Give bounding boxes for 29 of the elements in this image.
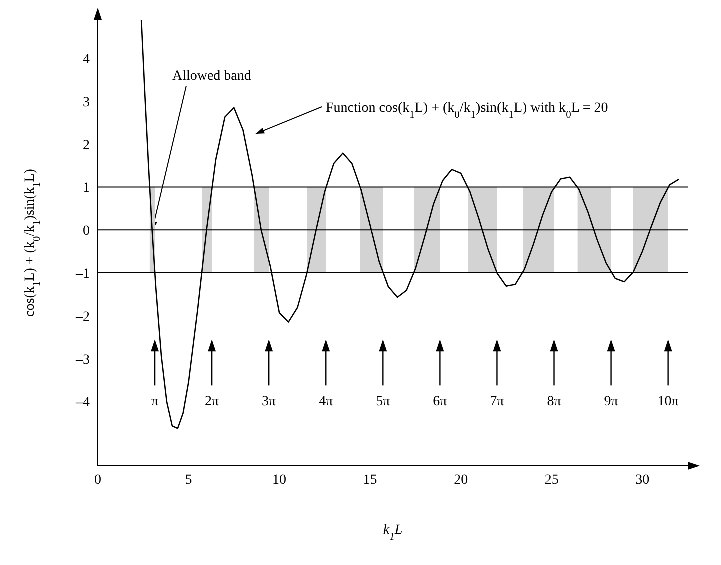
x-tick-label: 10 (272, 472, 287, 488)
x2-tick-label: 4π (319, 394, 334, 410)
x2-tick-label: 3π (262, 394, 276, 410)
x-axis-title: k$_{1}$L (383, 523, 403, 542)
x2-tick-label: 2π (205, 394, 220, 410)
annotation: Allowed band (172, 69, 252, 84)
x-tick-label: 25 (544, 472, 559, 488)
y-tick-label: 4 (83, 52, 90, 68)
x-tick-label: 15 (363, 472, 378, 488)
x-tick-label: 20 (454, 472, 468, 488)
y-tick-label: –2 (75, 310, 90, 325)
x2-tick-label: 9π (604, 394, 618, 410)
x-tick-label: 30 (636, 472, 650, 488)
y-tick-label: 1 (83, 181, 90, 196)
x-tick-label: 5 (185, 472, 192, 488)
y-tick-label: –1 (75, 266, 90, 282)
text: Function cos(k$_{1}$L) + (k$_{0}$/k$_{1}$)sin(k$_{1}$L) with k$_{0}$L = 20 (326, 101, 608, 120)
x2-tick-label: 7π (490, 394, 504, 410)
y-tick-label: 3 (83, 95, 90, 110)
y-tick-label: –4 (75, 396, 90, 411)
x2-tick-label: 10π (658, 394, 679, 410)
y-tick-label: 2 (83, 138, 90, 154)
x-tick-label: 0 (94, 472, 102, 488)
x2-tick-label: 6π (433, 394, 448, 410)
x2-tick-label: π (151, 394, 159, 410)
y-tick-label: –3 (75, 352, 90, 368)
x2-tick-label: 5π (376, 394, 390, 410)
x2-tick-label: 8π (547, 394, 562, 410)
y-tick-label: 0 (83, 224, 90, 240)
